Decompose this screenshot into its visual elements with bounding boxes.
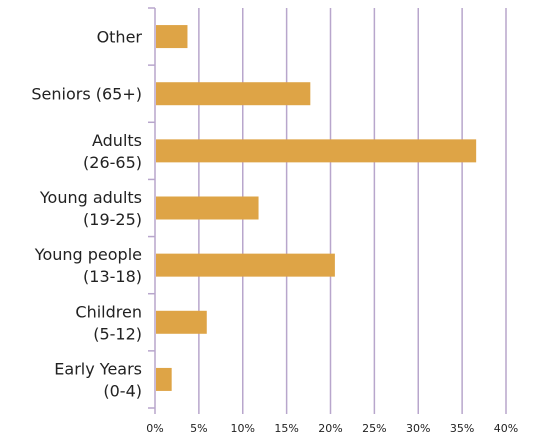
category-label: (19-25) [83, 210, 142, 229]
x-tick-label: 15% [274, 422, 298, 435]
axis-layer [148, 7, 156, 414]
category-label: (0-4) [103, 381, 142, 400]
x-tick-label: 0% [146, 422, 163, 435]
category-label: Young people [34, 245, 142, 264]
bar [156, 196, 259, 220]
bar [156, 310, 207, 334]
x-tick-label: 30% [406, 422, 430, 435]
category-label: (13-18) [83, 267, 142, 286]
bar [156, 82, 311, 106]
category-label: (26-65) [83, 153, 142, 172]
bar-layer [156, 25, 477, 391]
category-label: Young adults [39, 188, 142, 207]
category-label: (5-12) [93, 324, 142, 343]
x-tick-label: 20% [318, 422, 342, 435]
x-tick-label: 10% [231, 422, 255, 435]
bar [156, 25, 188, 49]
category-label: Adults [92, 131, 142, 150]
label-layer: 0% 5% 10% 15% 20% 25% 30% 35% 40% Other Seniors (6… [31, 28, 518, 435]
grid-layer [198, 8, 507, 414]
category-label: Children [75, 302, 142, 321]
category-label: Seniors (65+) [31, 85, 142, 104]
category-label: Early Years [54, 359, 142, 378]
bar [156, 367, 172, 391]
x-tick-label: 35% [450, 422, 474, 435]
category-label: Other [97, 28, 143, 47]
bar [156, 139, 477, 163]
x-tick-label: 25% [362, 422, 386, 435]
x-tick-label: 40% [494, 422, 518, 435]
x-tick-label: 5% [190, 422, 207, 435]
bar [156, 253, 335, 277]
